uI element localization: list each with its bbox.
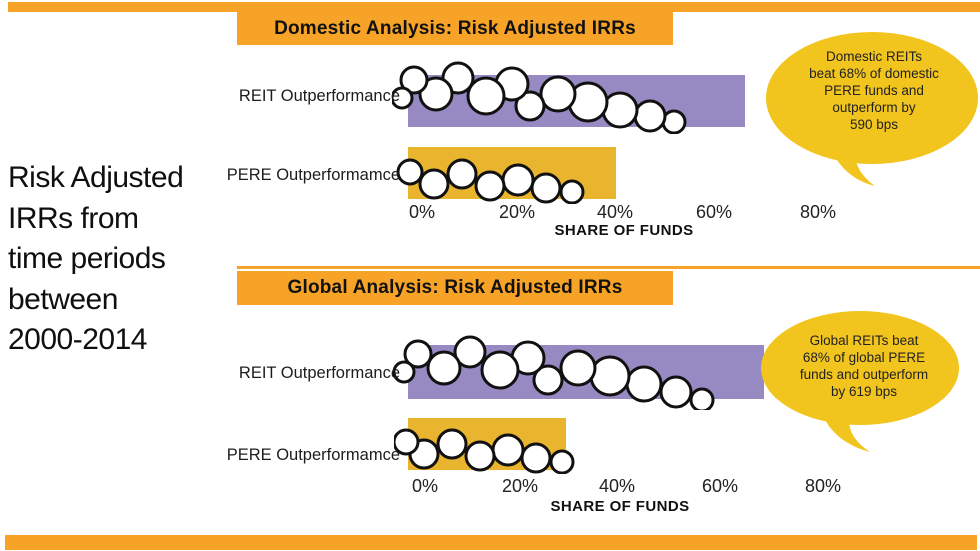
domestic-callout-bubble xyxy=(766,32,978,186)
x-tick: 60% xyxy=(701,476,739,496)
x-tick: 40% xyxy=(598,476,636,496)
bottom-border-strip xyxy=(5,535,977,550)
domestic-pere-label: PERE Outperformamce xyxy=(226,166,400,184)
cloud-doodle xyxy=(394,428,575,474)
global-chart-title: Global Analysis: Risk Adjusted IRRs xyxy=(237,271,673,305)
x-tick: 0% xyxy=(411,476,439,496)
x-tick: 20% xyxy=(501,476,539,496)
x-tick: 0% xyxy=(408,202,436,222)
cloud-doodle xyxy=(392,61,687,134)
x-tick: 60% xyxy=(695,202,733,222)
x-tick: 80% xyxy=(799,202,837,222)
x-axis-label: SHARE OF FUNDS xyxy=(554,222,694,239)
global-callout-bubble xyxy=(761,311,959,452)
x-tick: 40% xyxy=(596,202,634,222)
global-callout-text: Global REITs beat 68% of global PERE fun… xyxy=(799,333,929,399)
domestic-callout-text: Domestic REITs beat 68% of domestic PERE… xyxy=(809,49,939,132)
x-tick: 20% xyxy=(498,202,536,222)
global-reit-label: REIT Outperformance xyxy=(238,364,400,382)
page-title: Risk Adjusted IRRs from time periods bet… xyxy=(8,161,184,356)
top-border-strip xyxy=(8,2,980,12)
x-axis-label: SHARE OF FUNDS xyxy=(550,498,690,515)
x-tick: 80% xyxy=(804,476,842,496)
section-divider-line xyxy=(237,266,980,269)
cloud-doodle xyxy=(396,158,585,204)
cloud-doodle xyxy=(392,335,715,410)
domestic-chart-title: Domestic Analysis: Risk Adjusted IRRs xyxy=(237,12,673,45)
domestic-reit-label: REIT Outperformance xyxy=(238,87,400,105)
global-pere-label: PERE Outperformamce xyxy=(226,446,400,464)
